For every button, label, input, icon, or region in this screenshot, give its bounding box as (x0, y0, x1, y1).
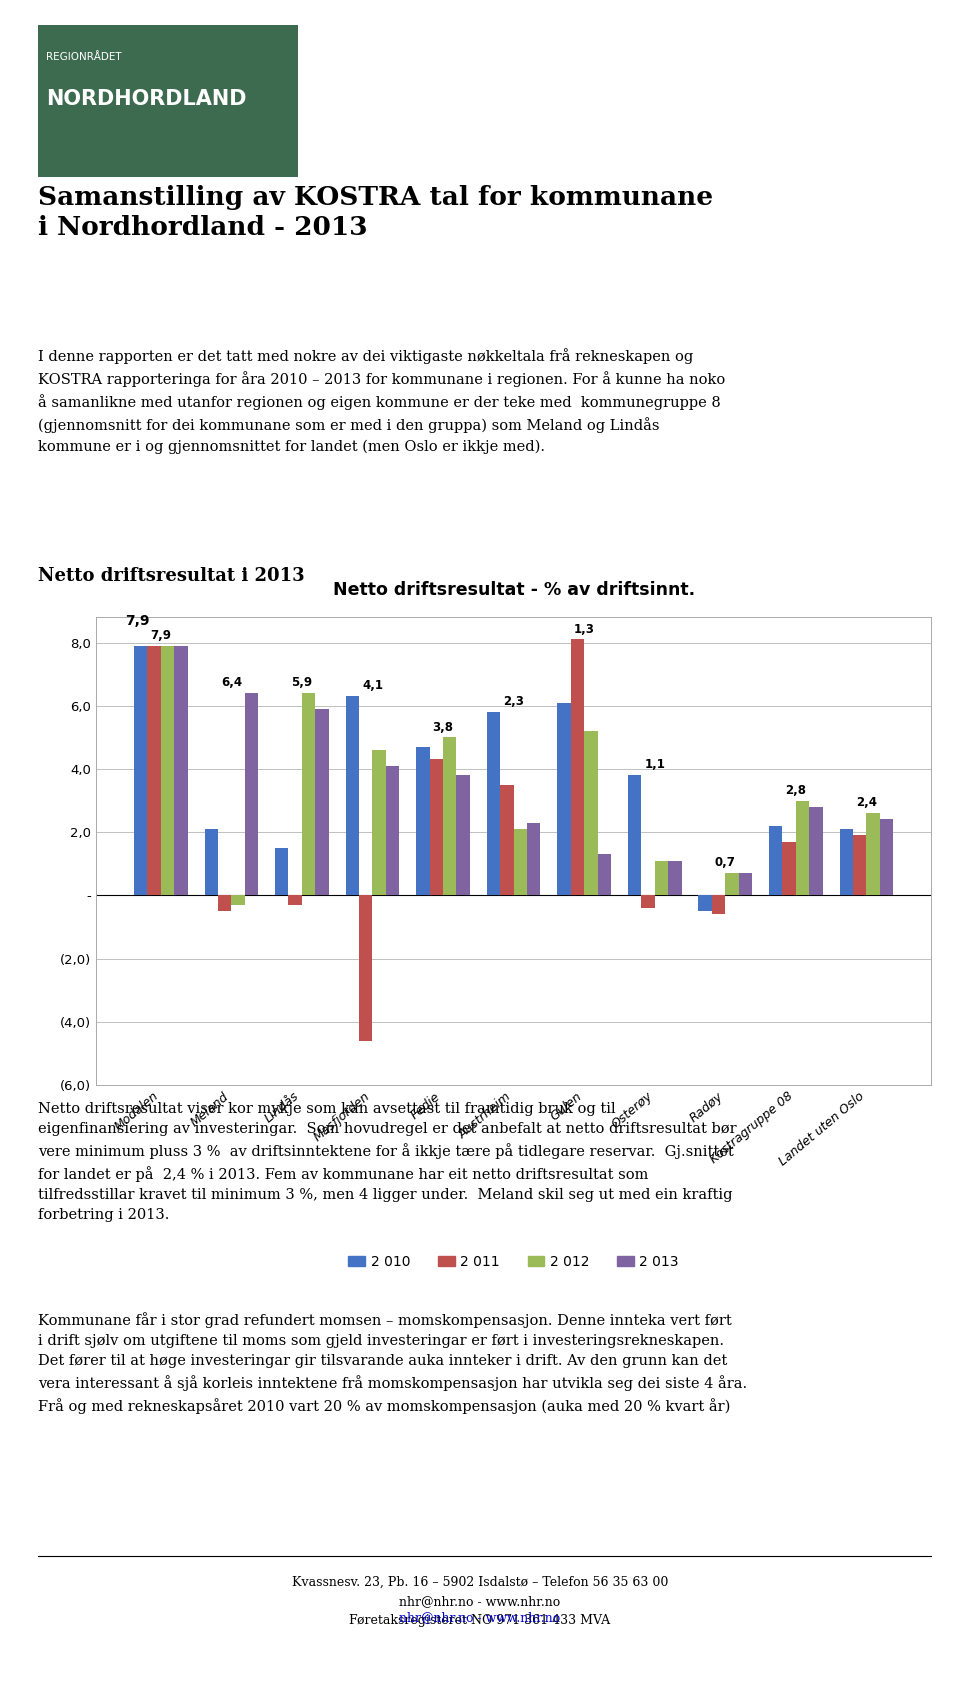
Bar (655, 861, 668, 895)
Text: 3,8: 3,8 (433, 720, 453, 733)
Bar (456, 775, 469, 895)
Bar (840, 829, 853, 895)
Text: 2,8: 2,8 (785, 784, 806, 797)
Text: NORDHORDLAND: NORDHORDLAND (46, 89, 247, 109)
Bar (174, 646, 187, 895)
Text: I denne rapporten er det tatt med nokre av dei viktigaste nøkkeltala frå reknesk: I denne rapporten er det tatt med nokre … (38, 348, 726, 454)
Bar (386, 765, 399, 895)
Bar (699, 895, 712, 912)
Text: 2,4: 2,4 (856, 796, 876, 809)
Bar (796, 801, 809, 895)
Text: 5,9: 5,9 (291, 676, 312, 690)
Text: 2,3: 2,3 (503, 695, 524, 708)
Bar (276, 848, 289, 895)
Text: Kommunane får i stor grad refundert momsen – momskompensasjon. Denne innteka ver: Kommunane får i stor grad refundert moms… (38, 1312, 748, 1415)
Bar (641, 895, 655, 908)
Bar (301, 693, 315, 895)
Bar (782, 841, 796, 895)
Bar (558, 703, 571, 895)
Bar (289, 895, 301, 905)
Bar (204, 829, 218, 895)
Bar (315, 708, 328, 895)
Bar (514, 829, 527, 895)
Text: 6,4: 6,4 (221, 676, 242, 690)
Bar (148, 646, 160, 895)
Text: Netto driftsresultat i 2013: Netto driftsresultat i 2013 (38, 567, 305, 585)
Bar (487, 711, 500, 895)
Text: Kvassnesv. 23, Pb. 16 – 5902 Isdalstø – Telefon 56 35 63 00
nhr@nhr.no - www.nhr: Kvassnesv. 23, Pb. 16 – 5902 Isdalstø – … (292, 1576, 668, 1626)
Text: 4,1: 4,1 (362, 680, 383, 693)
Bar (726, 873, 738, 895)
FancyBboxPatch shape (38, 25, 298, 177)
Text: Samanstilling av KOSTRA tal for kommunane
i Nordhordland - 2013: Samanstilling av KOSTRA tal for kommunan… (38, 185, 713, 241)
Bar (668, 861, 682, 895)
Text: 0,7: 0,7 (715, 856, 735, 870)
Bar (738, 873, 752, 895)
Bar (218, 895, 231, 912)
Bar (527, 822, 540, 895)
Bar (853, 836, 867, 895)
Bar (430, 760, 443, 895)
Bar (769, 826, 782, 895)
Bar (134, 646, 148, 895)
Bar (571, 639, 585, 895)
Text: 7,9: 7,9 (151, 629, 171, 643)
Bar (597, 854, 611, 895)
Text: REGIONRÅDET: REGIONRÅDET (46, 52, 122, 62)
Bar (372, 750, 386, 895)
Text: 1,1: 1,1 (644, 759, 665, 772)
Bar (867, 812, 879, 895)
Bar (500, 785, 514, 895)
Bar (712, 895, 726, 915)
Legend: 2 010, 2 011, 2 012, 2 013: 2 010, 2 011, 2 012, 2 013 (343, 1250, 684, 1275)
Bar (231, 895, 245, 905)
Text: Netto driftsresultat - % av driftsinnt.: Netto driftsresultat - % av driftsinnt. (332, 580, 695, 599)
Bar (443, 737, 456, 895)
Text: 7,9: 7,9 (126, 614, 150, 627)
Bar (585, 732, 597, 895)
Text: nhr@nhr.no - www.nhr.no: nhr@nhr.no - www.nhr.no (399, 1611, 561, 1625)
Bar (346, 696, 359, 895)
Bar (417, 747, 430, 895)
Bar (245, 693, 258, 895)
Text: 1,3: 1,3 (574, 622, 594, 636)
Bar (879, 819, 893, 895)
Text: Netto driftsresultat viser kor mykje som kan avsettast til framtidig bruk og til: Netto driftsresultat viser kor mykje som… (38, 1102, 737, 1221)
Bar (160, 646, 174, 895)
Bar (809, 807, 823, 895)
Bar (628, 775, 641, 895)
Bar (359, 895, 372, 1041)
